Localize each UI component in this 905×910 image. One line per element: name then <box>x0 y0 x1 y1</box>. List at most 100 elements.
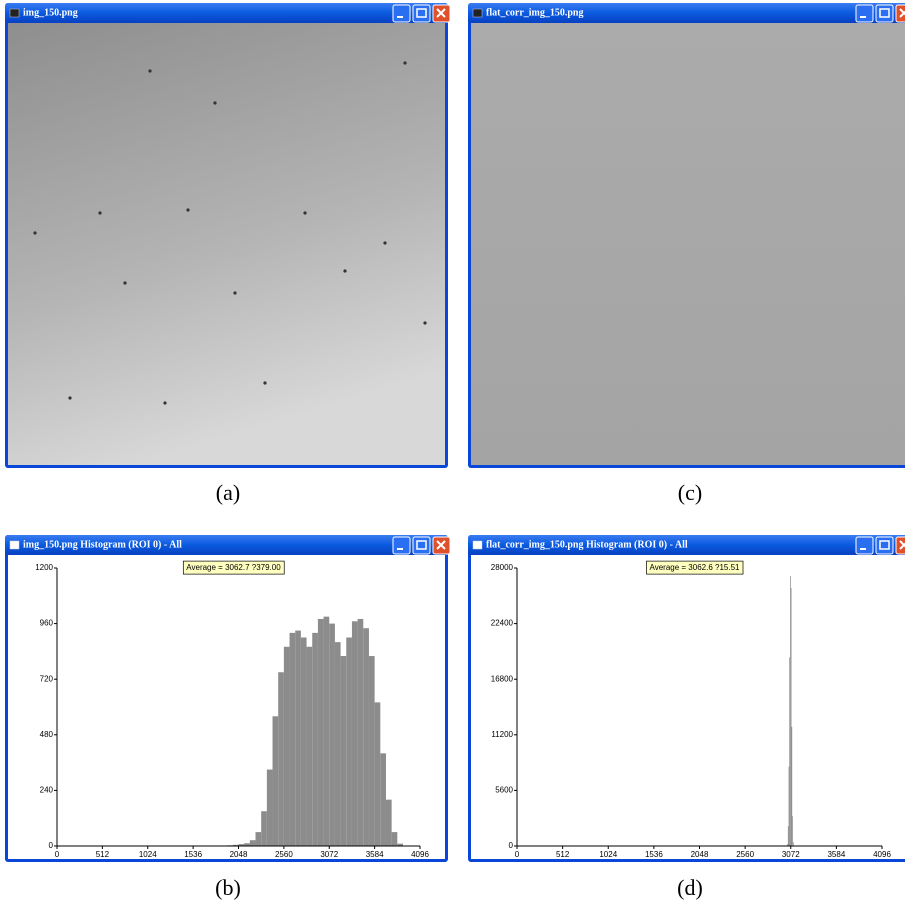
histogram-bar <box>380 753 386 846</box>
title-bar <box>5 3 448 23</box>
window-title: flat_corr_img_150.png Histogram (ROI 0) … <box>486 539 688 550</box>
max-glyph <box>879 8 890 18</box>
y-tick-label: 5600 <box>495 786 513 795</box>
max-glyph <box>416 540 427 550</box>
speck <box>403 61 407 65</box>
speck <box>233 291 237 295</box>
x-tick-label: 512 <box>96 850 110 859</box>
close-glyph <box>436 8 446 18</box>
x-tick-label: 1536 <box>184 850 202 859</box>
histogram-bar <box>790 575 791 846</box>
histogram-bar <box>792 816 793 846</box>
histogram-bar <box>238 844 245 846</box>
min-glyph <box>397 16 403 18</box>
title-bar <box>5 535 448 555</box>
window-icon <box>9 540 20 550</box>
histogram-bar <box>323 616 330 846</box>
histogram-bar <box>788 766 790 846</box>
y-tick-label: 16800 <box>491 674 514 683</box>
histogram-bar <box>249 840 256 846</box>
x-tick-label: 3072 <box>782 850 800 859</box>
caption: (b) <box>215 875 241 900</box>
y-tick-label: 28000 <box>491 563 514 572</box>
histogram-bar <box>255 832 262 846</box>
minimize-button[interactable] <box>855 536 874 555</box>
speck <box>98 211 102 215</box>
max-glyph <box>416 8 427 18</box>
histogram-bar <box>790 587 792 846</box>
x-tick-label: 1024 <box>599 850 617 859</box>
speck <box>383 241 387 245</box>
histogram-panel <box>471 555 905 859</box>
caption: (d) <box>677 875 703 900</box>
minimize-button[interactable] <box>855 4 874 23</box>
histogram-bar <box>329 623 335 846</box>
histogram-bar <box>374 702 381 846</box>
annotation-box <box>646 560 744 575</box>
x-tick-label: 4096 <box>873 850 891 859</box>
speck <box>263 381 267 385</box>
close-glyph <box>899 540 905 550</box>
min-glyph <box>860 16 866 18</box>
speck <box>343 269 347 273</box>
x-tick-label: 0 <box>515 850 520 859</box>
y-tick-label: 22400 <box>491 619 514 628</box>
y-tick-label: 0 <box>509 841 514 850</box>
histogram-bar <box>283 646 290 846</box>
histogram-bar <box>391 832 398 846</box>
maximize-button[interactable] <box>412 4 431 23</box>
annotation-box <box>182 560 285 575</box>
average-annotation: Average = 3062.7 ?379.00 <box>186 563 281 572</box>
x-tick-label: 2048 <box>691 850 709 859</box>
histogram-bar <box>261 811 267 846</box>
histogram-bar <box>397 843 403 846</box>
speck <box>33 231 37 235</box>
image-view <box>8 23 445 465</box>
x-tick-label: 3584 <box>827 850 845 859</box>
maximize-button[interactable] <box>875 536 894 555</box>
histogram-bar <box>787 844 788 846</box>
speck <box>213 101 217 105</box>
y-tick-label: 960 <box>40 619 54 628</box>
histogram-bar <box>346 637 352 846</box>
x-tick-label: 3072 <box>320 850 338 859</box>
speck <box>303 211 307 215</box>
maximize-button[interactable] <box>875 4 894 23</box>
histogram-bar <box>278 672 284 846</box>
x-tick-label: 2048 <box>230 850 248 859</box>
x-tick-label: 512 <box>556 850 570 859</box>
max-glyph <box>879 540 890 550</box>
x-tick-label: 3584 <box>366 850 384 859</box>
caption: (c) <box>678 480 702 505</box>
histogram-bar <box>295 630 301 846</box>
average-annotation: Average = 3062.6 ?15.51 <box>650 563 740 572</box>
histogram-bar <box>266 769 273 846</box>
window-title: flat_corr_img_150.png <box>486 7 584 18</box>
x-tick-label: 2560 <box>275 850 293 859</box>
histogram-bar <box>306 646 313 846</box>
histogram-bar <box>334 642 341 846</box>
x-tick-label: 0 <box>55 850 60 859</box>
minimize-button[interactable] <box>392 536 411 555</box>
x-tick-label: 2560 <box>736 850 754 859</box>
maximize-button[interactable] <box>412 536 431 555</box>
min-glyph <box>860 548 866 550</box>
histogram-bar <box>351 621 358 846</box>
histogram-bar <box>363 628 369 846</box>
minimize-button[interactable] <box>392 4 411 23</box>
histogram-bar <box>232 844 239 846</box>
histogram-bar <box>244 843 250 846</box>
speck <box>123 281 127 285</box>
histogram-bar <box>792 842 794 846</box>
speck <box>68 396 72 400</box>
y-tick-label: 1200 <box>35 563 53 572</box>
y-tick-label: 240 <box>40 786 54 795</box>
x-tick-label: 1536 <box>645 850 663 859</box>
close-glyph <box>899 8 905 18</box>
histogram-bar <box>789 657 791 846</box>
speck <box>163 401 167 405</box>
title-bar <box>468 535 905 555</box>
histogram-bar <box>272 716 279 846</box>
min-glyph <box>397 548 403 550</box>
speck <box>423 321 427 325</box>
